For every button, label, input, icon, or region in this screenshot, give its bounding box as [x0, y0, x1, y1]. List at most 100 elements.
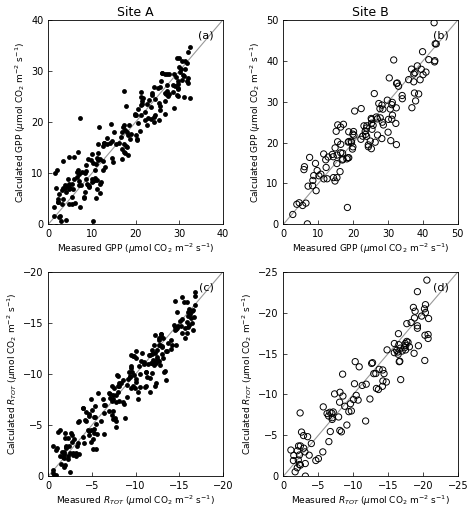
Point: [146, 96, 153, 104]
Point: [128, 364, 135, 372]
Point: [431, 57, 438, 65]
Point: [109, 415, 117, 423]
Point: [124, 381, 131, 389]
Point: [329, 153, 337, 161]
Point: [137, 93, 145, 101]
Point: [56, 426, 64, 434]
Point: [101, 162, 109, 171]
Point: [137, 370, 144, 378]
Point: [185, 305, 193, 314]
Point: [117, 379, 125, 387]
Point: [333, 151, 341, 159]
Point: [172, 341, 180, 349]
Point: [147, 359, 155, 367]
X-axis label: Measured GPP ($\mu$mol CO$_2$ m$^{-2}$ s$^{-1}$): Measured GPP ($\mu$mol CO$_2$ m$^{-2}$ s…: [292, 242, 449, 256]
Point: [368, 119, 375, 127]
Point: [108, 397, 116, 406]
Point: [391, 348, 398, 357]
Point: [367, 144, 375, 153]
Title: Site B: Site B: [352, 6, 389, 19]
Point: [128, 369, 135, 377]
Point: [373, 113, 380, 121]
Point: [141, 382, 149, 391]
Point: [69, 449, 76, 457]
Point: [132, 110, 139, 118]
Point: [82, 408, 90, 416]
Point: [304, 182, 312, 190]
Point: [88, 426, 95, 434]
Point: [323, 175, 331, 183]
Point: [73, 451, 80, 460]
Point: [73, 168, 81, 176]
Point: [328, 150, 336, 158]
Point: [105, 407, 112, 415]
Point: [70, 451, 77, 459]
Point: [411, 68, 419, 77]
Point: [328, 415, 336, 424]
Point: [368, 116, 375, 124]
Point: [122, 142, 130, 151]
Point: [49, 466, 57, 474]
Point: [73, 442, 81, 450]
Point: [56, 212, 64, 220]
Point: [167, 336, 175, 344]
Point: [72, 199, 79, 207]
Point: [187, 94, 194, 102]
Point: [142, 381, 150, 390]
Point: [335, 413, 342, 421]
Point: [100, 430, 108, 438]
Point: [403, 337, 410, 345]
Point: [137, 88, 145, 96]
Point: [155, 116, 163, 124]
Point: [418, 312, 425, 320]
Point: [108, 381, 116, 390]
Point: [365, 143, 372, 151]
Point: [142, 368, 149, 376]
Point: [410, 303, 417, 311]
Point: [55, 190, 63, 198]
Point: [90, 159, 97, 167]
Point: [134, 104, 142, 113]
Point: [380, 370, 388, 378]
Point: [379, 118, 386, 126]
Point: [145, 114, 152, 122]
Point: [152, 359, 160, 367]
Point: [292, 468, 299, 476]
Point: [351, 358, 359, 366]
Point: [395, 358, 403, 366]
Point: [99, 395, 106, 403]
Point: [114, 372, 122, 380]
Point: [164, 91, 172, 100]
Point: [114, 381, 121, 390]
Point: [141, 116, 149, 124]
Point: [75, 181, 82, 189]
Point: [393, 79, 401, 87]
Point: [422, 301, 429, 309]
Point: [125, 368, 133, 376]
Point: [155, 334, 163, 342]
Point: [344, 154, 352, 162]
Point: [410, 349, 418, 357]
Point: [363, 132, 370, 140]
Point: [287, 232, 295, 240]
Point: [297, 442, 304, 450]
Point: [151, 118, 158, 126]
Point: [379, 382, 386, 391]
Point: [323, 410, 331, 418]
Point: [432, 40, 440, 48]
Point: [151, 349, 159, 357]
Point: [347, 137, 355, 145]
Point: [372, 370, 380, 378]
Point: [343, 421, 351, 429]
Point: [138, 100, 146, 108]
Point: [184, 323, 192, 332]
Point: [356, 363, 363, 371]
Point: [331, 144, 339, 152]
Point: [95, 123, 103, 131]
Point: [178, 64, 185, 72]
Point: [160, 368, 167, 376]
Point: [110, 128, 118, 136]
Point: [156, 340, 164, 348]
Point: [115, 396, 123, 405]
Point: [395, 341, 402, 349]
